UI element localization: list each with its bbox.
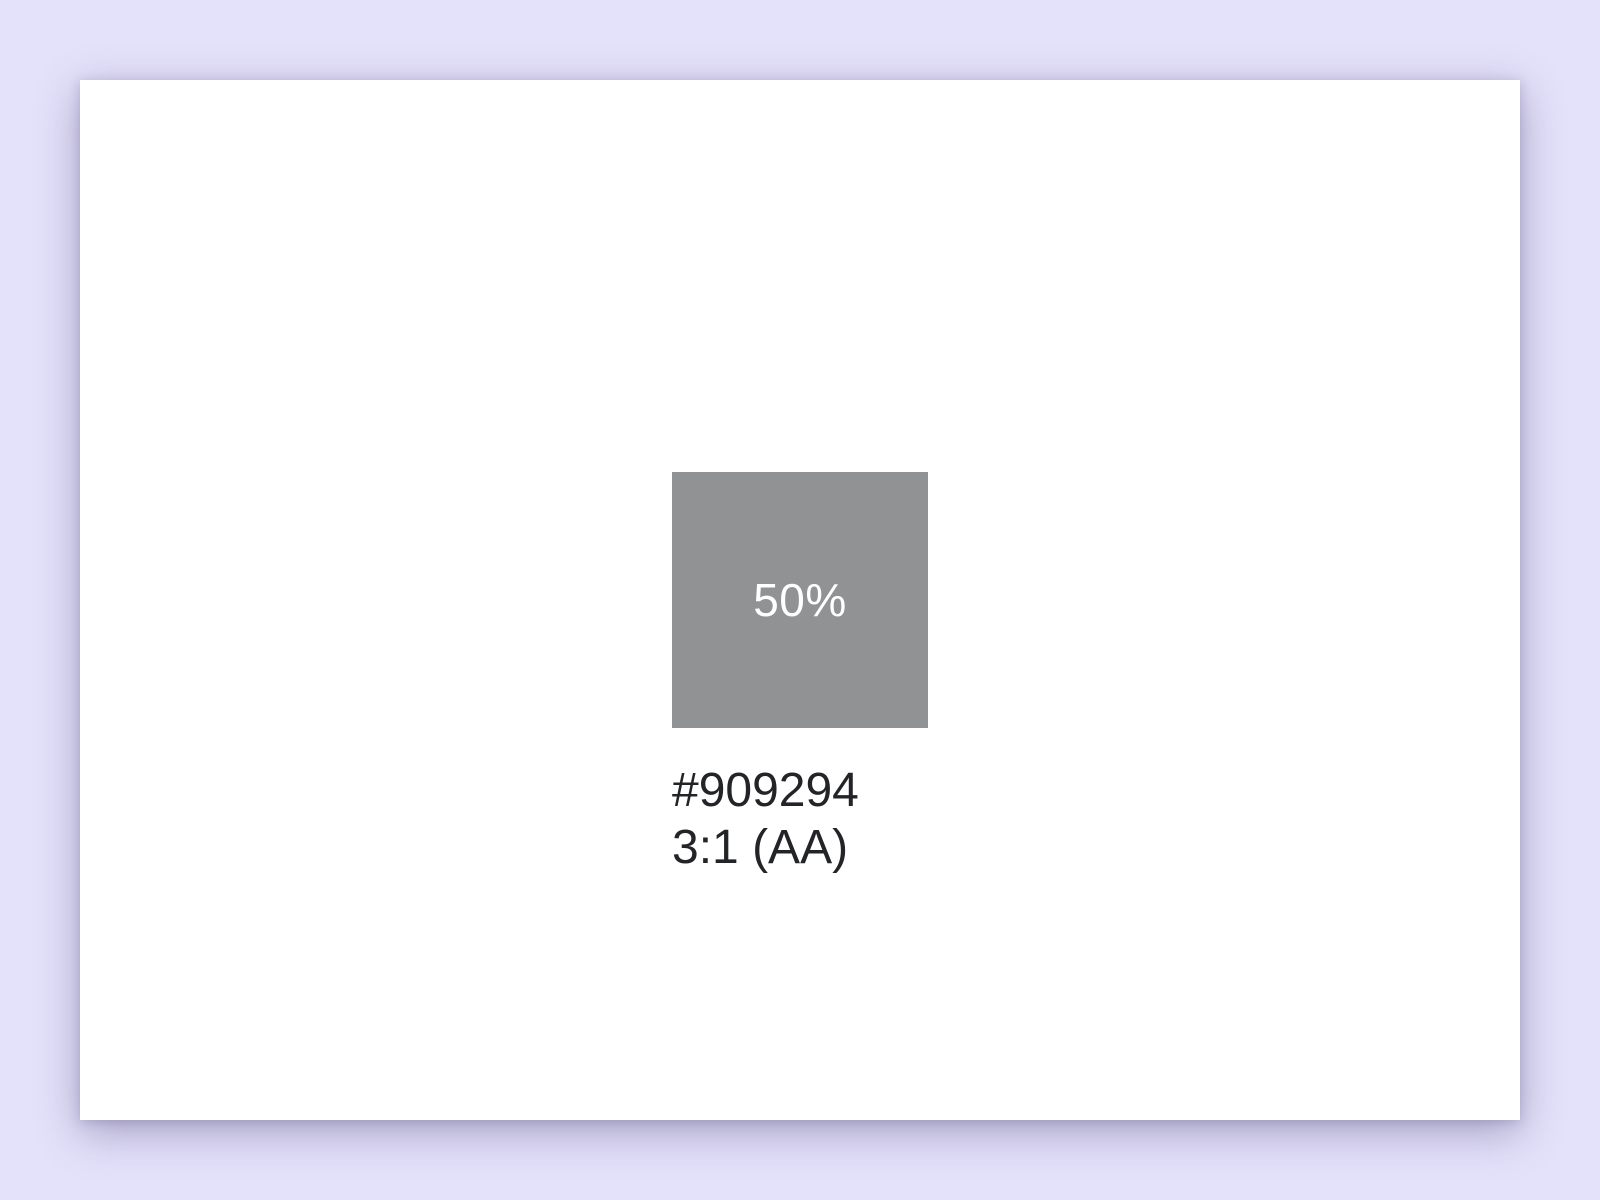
hex-code-label: #909294 [672,764,859,817]
color-swatch: 50% [672,472,928,728]
swatch-percent-label: 50% [753,574,847,626]
canvas: 50% #909294 3:1 (AA) [80,80,1520,1120]
swatch-caption: #909294 3:1 (AA) [672,762,859,876]
contrast-ratio-label: 3:1 (AA) [672,821,849,874]
